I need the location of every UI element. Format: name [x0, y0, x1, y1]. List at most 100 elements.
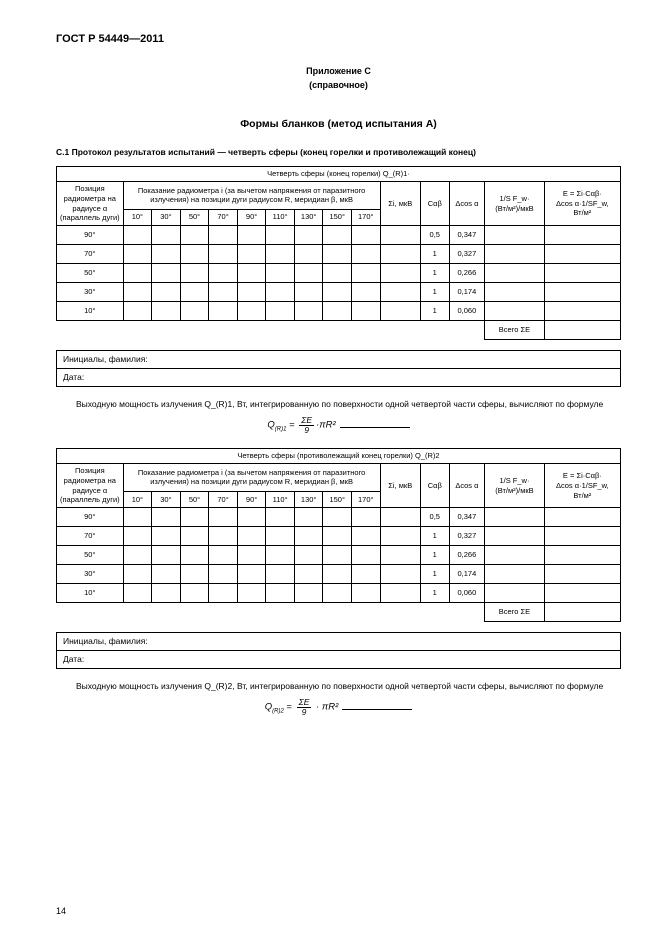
table-row: 90° 0,50,347 — [57, 226, 621, 245]
cell: 0,5 — [420, 508, 449, 527]
t: 1/S F_w· — [499, 194, 529, 203]
total-label: Всего ΣE — [485, 321, 544, 340]
den: 9 — [299, 426, 314, 435]
row-label: 50° — [57, 264, 124, 283]
row-label: 90° — [57, 226, 124, 245]
col-angle: 170° — [352, 491, 381, 508]
cell: 0,060 — [449, 584, 485, 603]
cell: 1 — [420, 264, 449, 283]
total-row: Всего ΣE — [57, 603, 621, 622]
t: E = Σi·Cαβ· — [563, 189, 602, 198]
col-angle: 90° — [237, 491, 266, 508]
table-quarter-sphere-1: Четверть сферы (конец горелки) Q_(R)1· П… — [56, 166, 621, 340]
appendix-label: Приложение С — [56, 66, 621, 78]
formula-1: Q(R)1 = ΣE9·πR² — [56, 416, 621, 434]
col-angle: 70° — [209, 209, 238, 226]
table1-caption-text: Четверть сферы (конец горелки) Q_(R)1· — [267, 169, 410, 178]
document-code: ГОСТ Р 54449—2011 — [56, 32, 621, 46]
row-label: 90° — [57, 508, 124, 527]
t: Δcos α·1/SF_w, — [556, 481, 609, 490]
formula-2: Q(R)2 = ΣE9 · πR² — [56, 698, 621, 716]
cell: 0,174 — [449, 565, 485, 584]
table1-sfw-header: 1/S F_w·(Вт/м²)/мкВ — [485, 182, 544, 226]
cell: 1 — [420, 245, 449, 264]
cell: 0,5 — [420, 226, 449, 245]
table2-pos-header: Позиция радиометра на радиусе α (паралле… — [57, 464, 124, 508]
cell: 1 — [420, 283, 449, 302]
col-angle: 50° — [180, 209, 209, 226]
table2-readings-header: Показание радиометра i (за вычетом напря… — [123, 464, 380, 491]
date-row: Дата: — [57, 651, 621, 669]
paragraph-2: Выходную мощность излучения Q_(R)2, Вт, … — [56, 681, 621, 692]
cell: 1 — [420, 584, 449, 603]
den: 9 — [297, 708, 312, 717]
table-quarter-sphere-2: Четверть сферы (противолежащий конец гор… — [56, 448, 621, 622]
col-angle: 130° — [294, 491, 323, 508]
page: ГОСТ Р 54449—2011 Приложение С (справочн… — [0, 0, 661, 936]
col-angle: 50° — [180, 491, 209, 508]
t: (Вт/м²)/мкВ — [495, 204, 533, 213]
col-angle: 10° — [123, 491, 152, 508]
cell: 1 — [420, 546, 449, 565]
cell: 0,327 — [449, 527, 485, 546]
row-label: 30° — [57, 283, 124, 302]
date-row: Дата: — [57, 369, 621, 387]
page-number: 14 — [56, 906, 66, 918]
col-angle: 110° — [266, 491, 295, 508]
signature-block-1: Инициалы, фамилия: Дата: — [56, 350, 621, 387]
row-label: 10° — [57, 584, 124, 603]
col-angle: 170° — [352, 209, 381, 226]
row-label: 70° — [57, 245, 124, 264]
rhs: πR² — [322, 702, 338, 713]
col-angle: 90° — [237, 209, 266, 226]
col-angle: 110° — [266, 209, 295, 226]
col-angle: 150° — [323, 491, 352, 508]
paragraph-1: Выходную мощность излучения Q_(R)1, Вт, … — [56, 399, 621, 410]
table2-caption: Четверть сферы (противолежащий конец гор… — [57, 449, 621, 464]
table2-cab-header: Cαβ — [420, 464, 449, 508]
t: Вт/м² — [573, 491, 591, 500]
initials-row: Инициалы, фамилия: — [57, 351, 621, 369]
t: 1/S F_w· — [499, 476, 529, 485]
initials-row: Инициалы, фамилия: — [57, 633, 621, 651]
table1-caption: Четверть сферы (конец горелки) Q_(R)1· — [57, 167, 621, 182]
table2-dcos-header: Δcos α — [449, 464, 485, 508]
cell: 0,327 — [449, 245, 485, 264]
row-label: 10° — [57, 302, 124, 321]
cell: 0,347 — [449, 508, 485, 527]
table2-caption-text: Четверть сферы (противолежащий конец гор… — [237, 451, 439, 460]
row-label: 30° — [57, 565, 124, 584]
blank-line — [342, 709, 412, 710]
col-angle: 70° — [209, 491, 238, 508]
cell: 0,060 — [449, 302, 485, 321]
appendix-type: (справочное) — [56, 80, 621, 92]
cell: 0,174 — [449, 283, 485, 302]
table1-dcos-header: Δcos α — [449, 182, 485, 226]
table2-e-header: E = Σi·Cαβ·Δcos α·1/SF_w,Вт/м² — [544, 464, 620, 508]
section-c1-title: С.1 Протокол результатов испытаний — чет… — [56, 147, 621, 158]
table1-cab-header: Cαβ — [420, 182, 449, 226]
table-row: 70° 10,327 — [57, 245, 621, 264]
total-label: Всего ΣE — [485, 603, 544, 622]
table-row: 50° 10,266 — [57, 546, 621, 565]
t: E = Σi·Cαβ· — [563, 471, 602, 480]
table-row: 30° 10,174 — [57, 283, 621, 302]
t: Вт/м² — [573, 208, 591, 217]
signature-block-2: Инициалы, фамилия: Дата: — [56, 632, 621, 669]
cell: 0,347 — [449, 226, 485, 245]
table2-sfw-header: 1/S F_w·(Вт/м²)/мкВ — [485, 464, 544, 508]
table-row: 30° 10,174 — [57, 565, 621, 584]
t: (Вт/м²)/мкВ — [495, 486, 533, 495]
cell: 0,266 — [449, 546, 485, 565]
forms-title: Формы бланков (метод испытания А) — [56, 118, 621, 132]
row-label: 70° — [57, 527, 124, 546]
cell: 1 — [420, 565, 449, 584]
row-label: 50° — [57, 546, 124, 565]
col-angle: 130° — [294, 209, 323, 226]
blank-line — [340, 427, 410, 428]
table-row: 70°10,327 — [57, 527, 621, 546]
col-angle: 30° — [152, 491, 181, 508]
total-row: Всего ΣE — [57, 321, 621, 340]
t: Δcos α·1/SF_w, — [556, 199, 609, 208]
cell: 0,266 — [449, 264, 485, 283]
